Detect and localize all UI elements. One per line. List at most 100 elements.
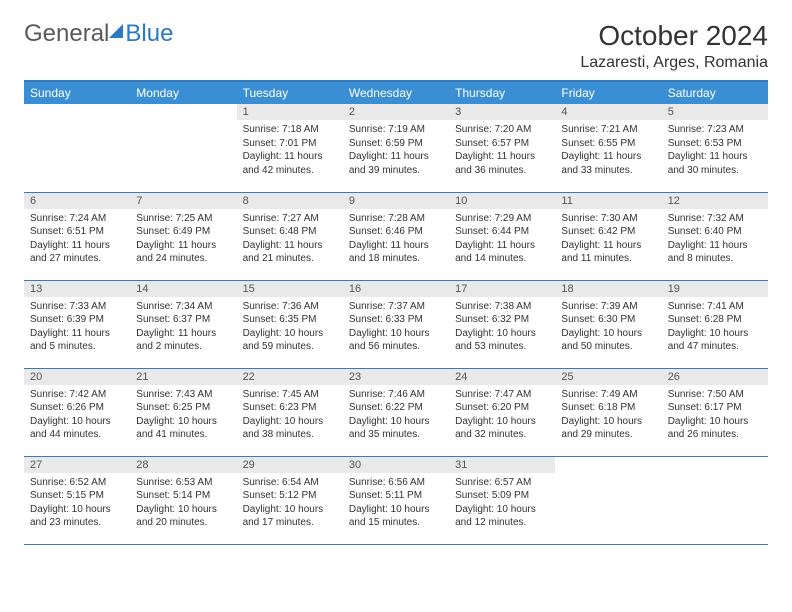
day-number: 20 — [24, 369, 130, 385]
daylight-text: Daylight: 11 hours and 5 minutes. — [30, 327, 124, 354]
calendar-day-cell: 4Sunrise: 7:21 AMSunset: 6:55 PMDaylight… — [555, 104, 661, 192]
sunset-text: Sunset: 6:49 PM — [136, 225, 230, 239]
calendar-day-cell: 20Sunrise: 7:42 AMSunset: 6:26 PMDayligh… — [24, 368, 130, 456]
sunset-text: Sunset: 6:18 PM — [561, 401, 655, 415]
day-number: 2 — [343, 104, 449, 120]
sunrise-text: Sunrise: 7:38 AM — [455, 300, 549, 314]
day-body: Sunrise: 6:53 AMSunset: 5:14 PMDaylight:… — [130, 473, 236, 533]
day-header: Tuesday — [237, 81, 343, 104]
day-body: Sunrise: 7:23 AMSunset: 6:53 PMDaylight:… — [662, 120, 768, 180]
calendar-day-cell — [662, 456, 768, 544]
day-number: 25 — [555, 369, 661, 385]
day-body: Sunrise: 7:18 AMSunset: 7:01 PMDaylight:… — [237, 120, 343, 180]
day-header: Saturday — [662, 81, 768, 104]
daylight-text: Daylight: 10 hours and 50 minutes. — [561, 327, 655, 354]
calendar-table: Sunday Monday Tuesday Wednesday Thursday… — [24, 80, 768, 545]
day-body: Sunrise: 7:43 AMSunset: 6:25 PMDaylight:… — [130, 385, 236, 445]
sunrise-text: Sunrise: 6:57 AM — [455, 476, 549, 490]
calendar-day-cell: 31Sunrise: 6:57 AMSunset: 5:09 PMDayligh… — [449, 456, 555, 544]
sunset-text: Sunset: 6:44 PM — [455, 225, 549, 239]
day-body: Sunrise: 7:41 AMSunset: 6:28 PMDaylight:… — [662, 297, 768, 357]
day-number: 8 — [237, 193, 343, 209]
sunset-text: Sunset: 6:32 PM — [455, 313, 549, 327]
day-number: 30 — [343, 457, 449, 473]
calendar-day-cell: 17Sunrise: 7:38 AMSunset: 6:32 PMDayligh… — [449, 280, 555, 368]
calendar-week-row: 13Sunrise: 7:33 AMSunset: 6:39 PMDayligh… — [24, 280, 768, 368]
day-body: Sunrise: 7:42 AMSunset: 6:26 PMDaylight:… — [24, 385, 130, 445]
calendar-day-cell: 5Sunrise: 7:23 AMSunset: 6:53 PMDaylight… — [662, 104, 768, 192]
title-block: October 2024 Lazaresti, Arges, Romania — [580, 20, 768, 72]
calendar-week-row: 27Sunrise: 6:52 AMSunset: 5:15 PMDayligh… — [24, 456, 768, 544]
day-number: 31 — [449, 457, 555, 473]
day-body: Sunrise: 6:54 AMSunset: 5:12 PMDaylight:… — [237, 473, 343, 533]
day-number: 26 — [662, 369, 768, 385]
daylight-text: Daylight: 10 hours and 32 minutes. — [455, 415, 549, 442]
daylight-text: Daylight: 10 hours and 59 minutes. — [243, 327, 337, 354]
sunrise-text: Sunrise: 7:46 AM — [349, 388, 443, 402]
day-body: Sunrise: 7:50 AMSunset: 6:17 PMDaylight:… — [662, 385, 768, 445]
day-body: Sunrise: 7:46 AMSunset: 6:22 PMDaylight:… — [343, 385, 449, 445]
day-number: 7 — [130, 193, 236, 209]
day-body: Sunrise: 7:37 AMSunset: 6:33 PMDaylight:… — [343, 297, 449, 357]
daylight-text: Daylight: 11 hours and 21 minutes. — [243, 239, 337, 266]
sunset-text: Sunset: 6:53 PM — [668, 137, 762, 151]
sunset-text: Sunset: 6:30 PM — [561, 313, 655, 327]
sunset-text: Sunset: 6:17 PM — [668, 401, 762, 415]
sunset-text: Sunset: 6:37 PM — [136, 313, 230, 327]
daylight-text: Daylight: 10 hours and 56 minutes. — [349, 327, 443, 354]
sunset-text: Sunset: 5:14 PM — [136, 489, 230, 503]
sunset-text: Sunset: 6:48 PM — [243, 225, 337, 239]
daylight-text: Daylight: 11 hours and 39 minutes. — [349, 150, 443, 177]
daylight-text: Daylight: 10 hours and 41 minutes. — [136, 415, 230, 442]
daylight-text: Daylight: 10 hours and 15 minutes. — [349, 503, 443, 530]
day-header: Monday — [130, 81, 236, 104]
calendar-day-cell: 15Sunrise: 7:36 AMSunset: 6:35 PMDayligh… — [237, 280, 343, 368]
sunset-text: Sunset: 5:11 PM — [349, 489, 443, 503]
daylight-text: Daylight: 10 hours and 23 minutes. — [30, 503, 124, 530]
month-title: October 2024 — [580, 20, 768, 52]
sunset-text: Sunset: 7:01 PM — [243, 137, 337, 151]
sunrise-text: Sunrise: 7:45 AM — [243, 388, 337, 402]
sunset-text: Sunset: 6:35 PM — [243, 313, 337, 327]
daylight-text: Daylight: 11 hours and 42 minutes. — [243, 150, 337, 177]
daylight-text: Daylight: 11 hours and 27 minutes. — [30, 239, 124, 266]
day-body: Sunrise: 7:36 AMSunset: 6:35 PMDaylight:… — [237, 297, 343, 357]
sunrise-text: Sunrise: 7:36 AM — [243, 300, 337, 314]
day-body: Sunrise: 7:38 AMSunset: 6:32 PMDaylight:… — [449, 297, 555, 357]
calendar-day-cell: 2Sunrise: 7:19 AMSunset: 6:59 PMDaylight… — [343, 104, 449, 192]
day-header: Sunday — [24, 81, 130, 104]
day-number: 10 — [449, 193, 555, 209]
calendar-day-cell — [24, 104, 130, 192]
calendar-day-cell: 9Sunrise: 7:28 AMSunset: 6:46 PMDaylight… — [343, 192, 449, 280]
day-body: Sunrise: 6:56 AMSunset: 5:11 PMDaylight:… — [343, 473, 449, 533]
calendar-body: 1Sunrise: 7:18 AMSunset: 7:01 PMDaylight… — [24, 104, 768, 544]
daylight-text: Daylight: 11 hours and 36 minutes. — [455, 150, 549, 177]
location: Lazaresti, Arges, Romania — [580, 54, 768, 72]
day-body: Sunrise: 6:52 AMSunset: 5:15 PMDaylight:… — [24, 473, 130, 533]
sunset-text: Sunset: 6:40 PM — [668, 225, 762, 239]
day-number: 1 — [237, 104, 343, 120]
sunrise-text: Sunrise: 6:54 AM — [243, 476, 337, 490]
sunrise-text: Sunrise: 7:30 AM — [561, 212, 655, 226]
day-number: 28 — [130, 457, 236, 473]
day-body: Sunrise: 7:30 AMSunset: 6:42 PMDaylight:… — [555, 209, 661, 269]
day-body: Sunrise: 7:49 AMSunset: 6:18 PMDaylight:… — [555, 385, 661, 445]
day-body: Sunrise: 7:39 AMSunset: 6:30 PMDaylight:… — [555, 297, 661, 357]
calendar-day-cell: 24Sunrise: 7:47 AMSunset: 6:20 PMDayligh… — [449, 368, 555, 456]
logo-text-general: General — [24, 20, 109, 48]
day-number: 18 — [555, 281, 661, 297]
sunrise-text: Sunrise: 7:47 AM — [455, 388, 549, 402]
daylight-text: Daylight: 11 hours and 14 minutes. — [455, 239, 549, 266]
daylight-text: Daylight: 10 hours and 53 minutes. — [455, 327, 549, 354]
sunrise-text: Sunrise: 7:21 AM — [561, 123, 655, 137]
sunset-text: Sunset: 6:55 PM — [561, 137, 655, 151]
day-body: Sunrise: 7:21 AMSunset: 6:55 PMDaylight:… — [555, 120, 661, 180]
logo-triangle-icon — [109, 24, 123, 38]
day-number: 4 — [555, 104, 661, 120]
day-body: Sunrise: 7:33 AMSunset: 6:39 PMDaylight:… — [24, 297, 130, 357]
calendar-day-cell: 18Sunrise: 7:39 AMSunset: 6:30 PMDayligh… — [555, 280, 661, 368]
day-number: 22 — [237, 369, 343, 385]
calendar-day-cell: 26Sunrise: 7:50 AMSunset: 6:17 PMDayligh… — [662, 368, 768, 456]
sunrise-text: Sunrise: 6:52 AM — [30, 476, 124, 490]
day-body: Sunrise: 7:47 AMSunset: 6:20 PMDaylight:… — [449, 385, 555, 445]
